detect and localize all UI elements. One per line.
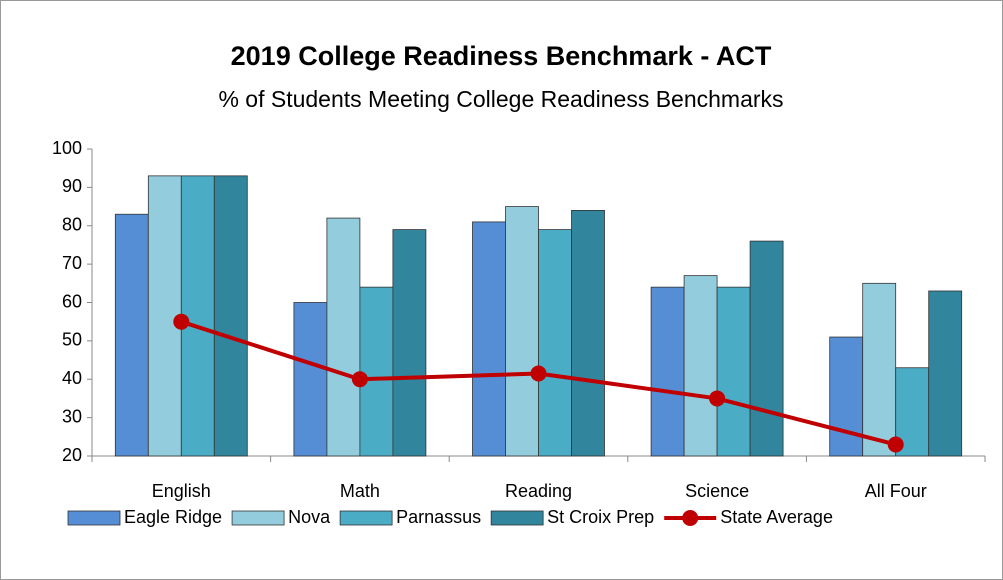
legend-label: Parnassus xyxy=(396,507,481,527)
bar xyxy=(683,275,718,457)
bar xyxy=(293,302,328,457)
y-tick-label: 70 xyxy=(62,253,82,273)
legend-label: State Average xyxy=(720,507,833,527)
x-tick-label: All Four xyxy=(865,481,927,501)
legend-swatch xyxy=(490,510,544,526)
x-tick-label: Reading xyxy=(505,481,572,501)
y-tick-label: 30 xyxy=(62,406,82,426)
chart-subtitle: % of Students Meeting College Readiness … xyxy=(218,86,783,112)
line-marker xyxy=(530,365,547,382)
bar xyxy=(650,286,685,457)
bar xyxy=(392,229,427,457)
y-tick-label: 20 xyxy=(62,445,82,465)
bar xyxy=(538,229,572,457)
y-tick-label: 60 xyxy=(62,291,82,311)
bar xyxy=(571,209,605,457)
bar xyxy=(716,286,751,457)
line-marker xyxy=(351,371,368,388)
y-tick-label: 100 xyxy=(52,138,82,158)
line-marker xyxy=(173,313,190,330)
chart-title: 2019 College Readiness Benchmark - ACT xyxy=(231,41,772,71)
bar xyxy=(862,282,897,457)
bar xyxy=(505,206,539,457)
bar xyxy=(326,217,361,457)
y-tick-label: 50 xyxy=(62,330,82,350)
line-marker xyxy=(887,436,904,453)
y-tick-label: 40 xyxy=(62,368,82,388)
y-tick-label: 80 xyxy=(62,215,82,235)
line-marker xyxy=(709,390,726,407)
bar xyxy=(213,175,248,457)
legend-label: St Croix Prep xyxy=(547,507,654,527)
legend-swatch xyxy=(67,510,121,526)
x-tick-label: Math xyxy=(340,481,380,501)
bar xyxy=(114,213,149,457)
legend-swatch xyxy=(231,510,285,526)
legend-marker xyxy=(682,510,699,526)
x-tick-label: Science xyxy=(685,481,749,501)
bar xyxy=(829,336,864,457)
x-tick-label: English xyxy=(152,481,211,501)
bar xyxy=(749,240,784,457)
legend-swatch xyxy=(339,510,393,526)
bar xyxy=(359,286,394,457)
bar xyxy=(472,221,506,457)
y-tick-label: 90 xyxy=(62,176,82,196)
bar xyxy=(928,290,963,457)
legend-label: Eagle Ridge xyxy=(124,507,222,527)
legend-label: Nova xyxy=(288,507,331,527)
